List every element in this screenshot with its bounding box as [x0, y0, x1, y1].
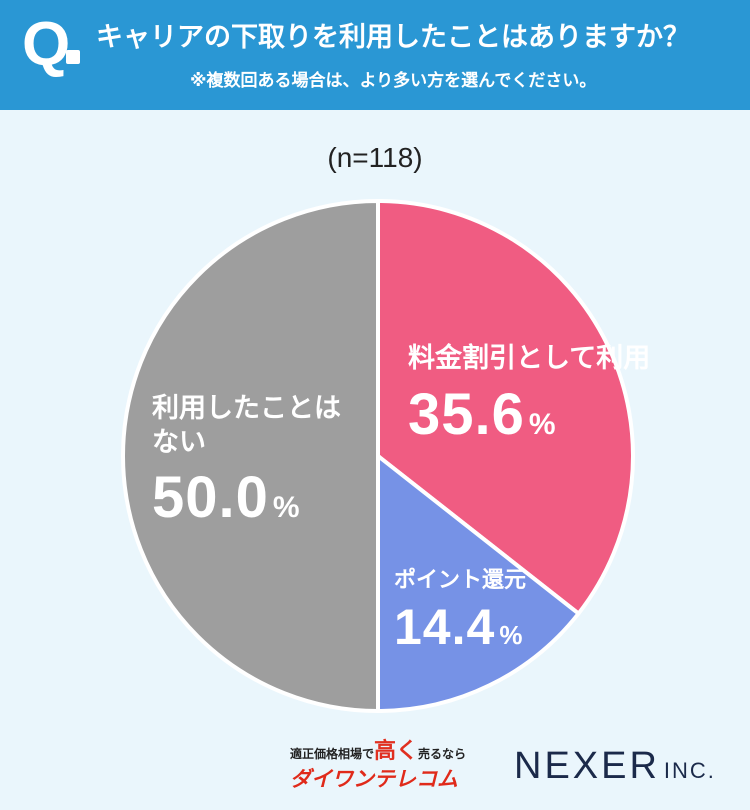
nexer-suffix: INC. — [663, 758, 716, 783]
label-points-value: 14.4 — [394, 599, 496, 655]
label-never-value: 50.0 — [152, 464, 269, 530]
label-discount-unit: % — [528, 408, 556, 441]
pie-slice-discount — [376, 199, 635, 616]
label-never-line1: 利用したことは — [152, 393, 341, 424]
question-note: ※複数回ある場合は、より多い方を選んでください。 — [190, 71, 597, 91]
nexer-logo: NEXER INC. — [514, 745, 716, 788]
dywan-tagline-post: 売るなら — [418, 747, 467, 761]
q-dot-icon — [66, 50, 80, 64]
dywan-tagline-pre: 適正価格相場で — [290, 747, 375, 761]
question-text: キャリアの下取りを利用したことはありますか？ — [96, 22, 690, 53]
nexer-name: NEXER — [514, 745, 660, 787]
label-points: ポイント還元 14.4% — [394, 562, 526, 656]
label-never: 利用したことは ない 50.0% — [152, 392, 341, 531]
label-points-unit: % — [499, 620, 523, 650]
dywan-tagline: 適正価格相場で高く売るなら — [290, 733, 490, 765]
label-points-name: ポイント還元 — [394, 568, 527, 593]
label-never-line2: ない — [152, 426, 206, 458]
sample-size: (n=118) — [327, 142, 423, 173]
label-discount-value: 35.6 — [408, 382, 525, 447]
dywan-brand-name: ダイワンテレコム — [290, 767, 458, 791]
label-discount-name: 料金割引として利用 — [408, 343, 651, 374]
dywan-tagline-big: 高く — [374, 739, 419, 764]
label-never-unit: % — [272, 490, 300, 524]
question-header: Q キャリアの下取りを利用したことはありますか？ ※複数回ある場合は、より多い方… — [0, 0, 750, 110]
dywan-logo: 適正価格相場で高く売るなら ダイワンテレコム — [290, 733, 490, 793]
q-mark: Q — [22, 10, 71, 79]
pie-slice-points — [376, 454, 581, 713]
label-discount: 料金割引として利用 35.6% — [408, 336, 650, 448]
pie-slice-never — [121, 199, 380, 713]
